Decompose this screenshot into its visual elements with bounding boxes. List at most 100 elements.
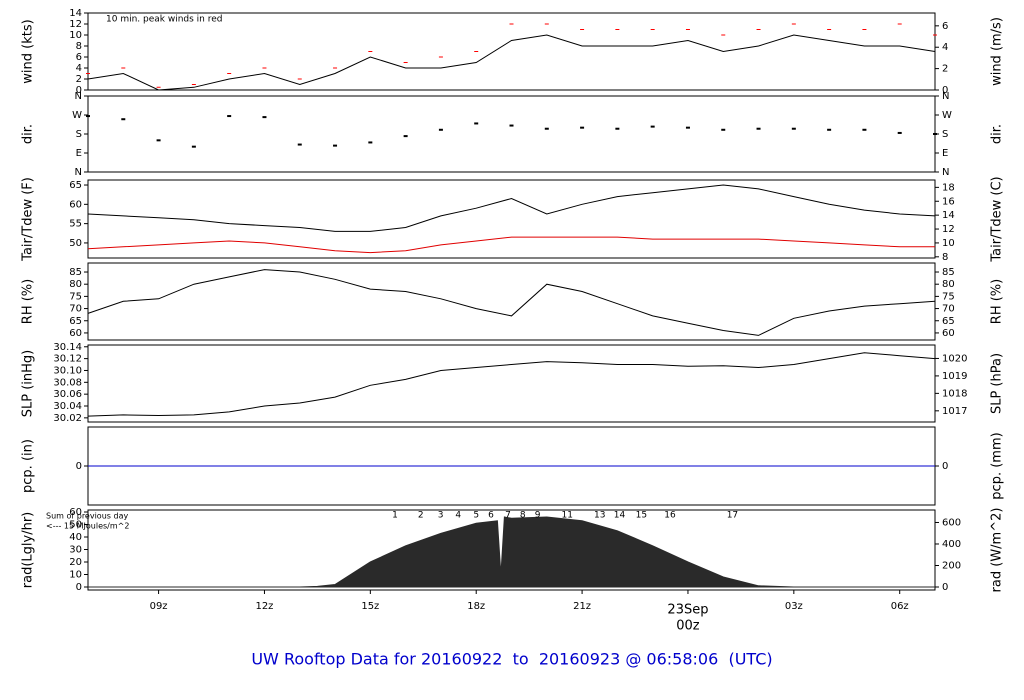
y-tick-label: 60 <box>69 507 82 518</box>
hour-label: 17 <box>727 511 738 521</box>
y-tick-label: 14 <box>69 8 82 19</box>
y-tick-label: 80 <box>69 279 82 290</box>
line <box>87 269 936 336</box>
point <box>403 135 408 138</box>
line <box>87 236 935 254</box>
y-tick-label: 0 <box>76 582 82 593</box>
y-tick-label: N <box>75 167 82 178</box>
y2-tick-label: 60 <box>942 328 955 339</box>
point <box>580 126 585 129</box>
y-tick-label: 2 <box>76 74 82 85</box>
point <box>509 124 514 127</box>
hour-label: 3 <box>438 511 444 521</box>
y2-tick-label: 0 <box>942 461 948 472</box>
point <box>862 128 867 131</box>
y2-axis-label: Tair/Tdew (C) <box>990 176 1005 262</box>
line <box>87 352 936 417</box>
y2-tick-label: 8 <box>942 252 948 263</box>
x-tick-label: 18z <box>467 601 485 612</box>
y-axis-label: rad(Lgly/hr) <box>21 512 36 588</box>
y-tick-label: 75 <box>69 291 82 302</box>
y-tick-label: 8 <box>76 41 82 52</box>
y-tick-label: 40 <box>69 532 82 543</box>
point <box>827 128 832 131</box>
point <box>438 128 443 131</box>
point <box>191 145 196 148</box>
y2-axis-label: rad (W/m^2) <box>990 508 1005 593</box>
y-tick-label: 6 <box>76 52 82 63</box>
y-tick-label: 4 <box>76 63 82 74</box>
point <box>474 122 479 125</box>
y2-tick-label: 75 <box>942 291 955 302</box>
y2-tick-label: 600 <box>942 517 961 528</box>
date-label: 23Sep <box>667 603 708 618</box>
y-tick-label: 30.02 <box>53 413 82 424</box>
hour-label: 16 <box>664 511 676 521</box>
point <box>685 126 690 129</box>
y2-tick-label: 16 <box>942 196 955 207</box>
y-tick-label: 85 <box>69 267 82 278</box>
hour-label: 14 <box>614 511 626 521</box>
hour-label: 8 <box>520 511 526 521</box>
x-tick-label: 00z <box>676 619 700 634</box>
point <box>791 127 796 130</box>
y2-tick-label: 2 <box>942 64 948 75</box>
panel-frame <box>87 12 936 91</box>
y2-tick-label: 4 <box>942 42 948 53</box>
panel-frame <box>87 344 936 423</box>
panel-frame <box>87 262 936 341</box>
hour-label: 9 <box>535 511 541 521</box>
y2-tick-label: S <box>942 129 948 140</box>
x-tick-label: 15z <box>361 601 379 612</box>
hour-label: 7 <box>505 511 511 521</box>
point <box>544 127 549 130</box>
y2-tick-label: 0 <box>942 85 948 96</box>
point <box>368 141 373 144</box>
y2-tick-label: 1018 <box>942 388 967 399</box>
y-tick-label: 30.06 <box>53 389 82 400</box>
point <box>897 131 902 134</box>
panel-frame <box>87 179 936 259</box>
y-tick-label: 65 <box>69 180 82 191</box>
point <box>615 127 620 130</box>
point <box>333 144 338 147</box>
y-tick-label: N <box>75 91 82 102</box>
y-axis-label: dir. <box>21 124 36 144</box>
y-tick-label: 30.14 <box>53 342 82 353</box>
point <box>650 125 655 128</box>
y-tick-label: 20 <box>69 557 82 568</box>
y2-tick-label: 1019 <box>942 371 967 382</box>
y-axis-label: pcp. (in) <box>21 439 36 493</box>
y2-axis-label: SLP (hPa) <box>990 353 1005 414</box>
y2-tick-label: 10 <box>942 238 955 249</box>
y2-axis-label: dir. <box>990 124 1005 144</box>
y2-axis-label: wind (m/s) <box>990 17 1005 86</box>
hour-label: 11 <box>562 511 573 521</box>
y-tick-label: 10 <box>69 30 82 41</box>
panel-frame <box>87 95 936 173</box>
y2-axis-label: pcp. (mm) <box>990 432 1005 499</box>
hour-label: 5 <box>473 511 479 521</box>
point <box>86 115 90 118</box>
line <box>87 34 936 91</box>
y-tick-label: 30.10 <box>53 365 82 376</box>
y-tick-label: 30.08 <box>53 377 82 388</box>
y-axis-label: Tair/Tdew (F) <box>21 177 36 262</box>
y2-tick-label: 12 <box>942 224 955 235</box>
annotation: 10 min. peak winds in red <box>106 15 223 25</box>
point <box>121 118 126 121</box>
summary-text: <--- 15 MJoules/m^2 <box>46 522 129 531</box>
point <box>721 128 726 131</box>
point <box>262 116 267 119</box>
summary-text: Sum of previous day <box>46 512 128 521</box>
y-tick-label: 12 <box>69 19 82 30</box>
y-tick-label: 60 <box>69 328 82 339</box>
hour-label: 6 <box>488 511 494 521</box>
y-tick-label: 10 <box>69 570 82 581</box>
y-tick-label: 55 <box>69 219 82 230</box>
point <box>156 139 161 142</box>
hour-label: 4 <box>455 511 461 521</box>
y2-tick-label: 18 <box>942 182 955 193</box>
x-tick-label: 03z <box>785 601 803 612</box>
